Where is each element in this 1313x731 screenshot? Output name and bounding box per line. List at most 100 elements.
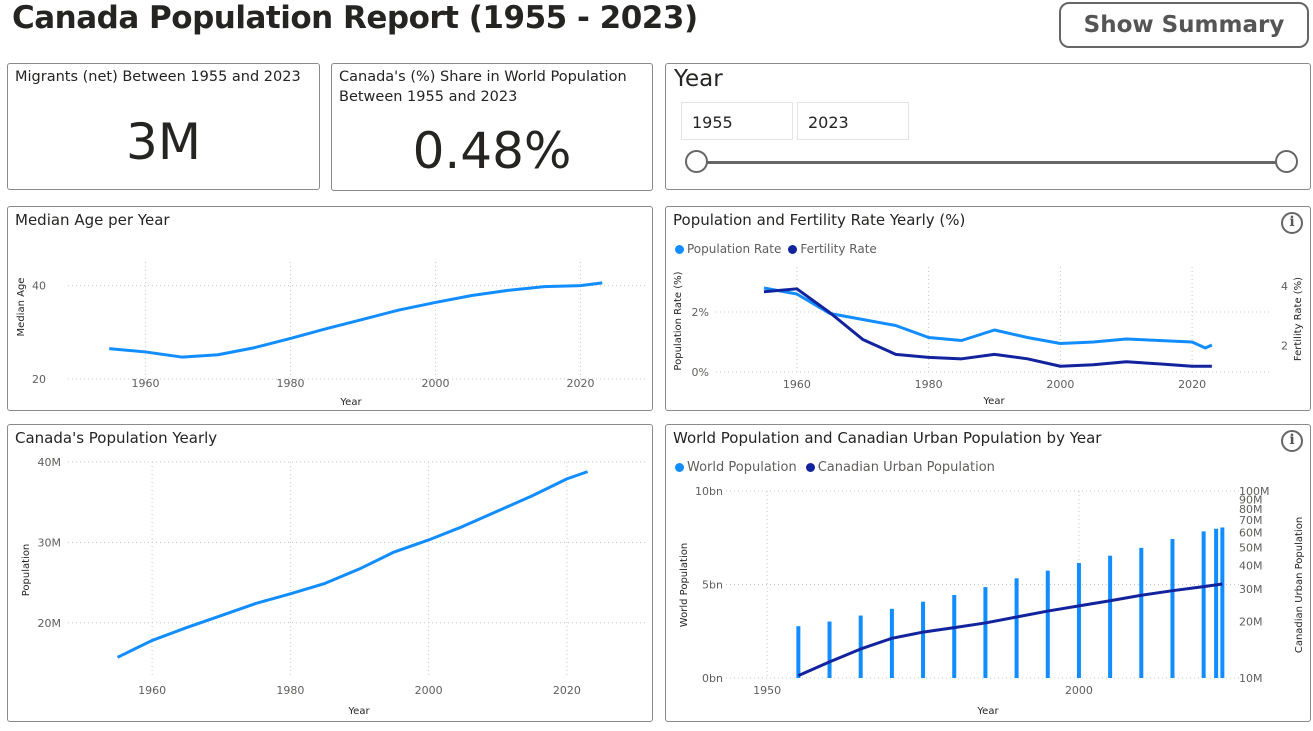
world-population-bar [1170,539,1175,678]
x-tick-label: 1980 [276,684,304,697]
show-summary-button[interactable]: Show Summary [1059,2,1309,48]
x-tick-label: 1950 [753,684,781,697]
slider-track[interactable] [697,161,1287,164]
x-axis-title: Year [347,706,370,717]
chart-canada-population: Canada's Population Yearly 1960 1980 2000 2… [7,424,653,722]
page-title: Canada Population Report (1955 - 2023) [12,0,698,36]
x-tick-label: 1960 [132,377,160,390]
world-population-bar [1220,527,1225,678]
x-tick-label: 2000 [1065,684,1093,697]
y-tick-label: 2% [692,306,709,319]
world-population-bar [858,615,863,678]
legend-label-population-rate[interactable]: Population Rate [687,242,782,256]
x-tick-label: 1980 [915,378,943,391]
x-tick-label: 2020 [1178,378,1206,391]
chart-title: World Population and Canadian Urban Popu… [673,429,1102,447]
fertility-rate-line [763,287,1212,368]
kpi-card-share: Canada's (%) Share in World Population B… [331,63,653,191]
y2-tick-label: 70M [1239,514,1263,527]
x-tick-label: 2020 [553,684,581,697]
kpi-migrants-value: 3M [126,113,201,171]
kpi-migrants-label: Migrants (net) Between 1955 and 2023 [15,69,301,85]
x-axis-title: Year [976,706,999,717]
y-axis-title: World Population [679,543,690,627]
median-age-line [109,281,603,359]
y-tick-label: 30M [38,536,62,549]
info-icon[interactable]: i [1281,212,1303,234]
legend: Population Rate Fertility Rate [675,242,877,256]
y-tick-label: 40M [38,456,62,469]
y2-tick-label: 10M [1239,672,1263,685]
world-population-bar [1045,570,1050,678]
slicer-end-input[interactable]: 2023 [797,102,909,140]
legend-dot-world-population [675,463,684,472]
legend-label-fertility-rate[interactable]: Fertility Rate [800,242,877,256]
y2-axis-title: Fertility Rate (%) [1293,277,1304,361]
world-population-bar [983,587,988,678]
kpi-card-migrants: Migrants (net) Between 1955 and 2023 3M [7,63,320,190]
urban-population-line [797,582,1223,677]
world-urban-plot: 1950 2000 0bn 5bn 10bn 10M 20M 30M 40M 50M 60M70M8… [679,485,1305,717]
world-population-bar [1201,531,1206,678]
world-population-bar [1076,562,1081,678]
slider-handle-end[interactable] [1275,150,1298,173]
x-axis-title: Year [339,397,362,408]
legend-label-urban-population[interactable]: Canadian Urban Population [817,460,995,475]
y-tick-label: 40 [32,280,46,293]
legend-dot-urban-population [805,463,815,472]
x-tick-label: 1960 [138,684,166,697]
kpi-share-value: 0.48% [412,122,572,180]
y2-tick-label: 80M [1239,503,1263,516]
legend-label-world-population[interactable]: World Population [687,460,797,475]
y2-tick-label: 100M [1239,485,1270,498]
y-tick-label: 20M [38,617,62,630]
y-tick-label: 5bn [702,579,723,592]
y2-tick-label: 2 [1281,339,1288,352]
y-axis-title: Median Age [16,278,27,337]
y-tick-label: 0bn [702,672,723,685]
x-axis-title: Year [982,396,1005,407]
legend-dot-fertility-rate [788,244,798,254]
world-population-bar [1014,578,1019,678]
chart-title: Population and Fertility Rate Yearly (%) [673,211,966,229]
world-population-bar [1108,555,1113,678]
chart-median-age: Median Age per Year 1960 1980 2000 2020 20 40… [7,206,653,411]
pop-fertility-plot: 1960 1980 2000 2020 0% 2% 2 4 Year Population Rat… [673,267,1304,407]
y2-tick-label: 20M [1239,616,1263,629]
y2-tick-label: 4 [1281,280,1288,293]
chart-world-urban: World Population and Canadian Urban Popu… [665,424,1311,722]
slider-handle-start[interactable] [685,150,708,173]
y2-tick-label: 30M [1239,583,1263,596]
world-population-bar [1139,547,1144,678]
world-population-bar [952,594,957,678]
world-population-bar [1214,528,1219,678]
y2-tick-label: 90M [1239,494,1263,507]
world-population-bar [796,626,801,678]
kpi-share-label-line2: Between 1955 and 2023 [339,89,518,105]
x-tick-label: 2000 [415,684,443,697]
population-rate-line [763,286,1213,350]
legend: World Population Canadian Urban Populati… [675,460,995,475]
slicer-start-input[interactable]: 1955 [681,102,793,140]
world-population-bar [921,601,926,678]
y-axis-title: Population [21,544,32,597]
slicer-title: Year [674,66,723,92]
x-tick-label: 2020 [567,377,595,390]
y2-tick-label: 40M [1239,559,1263,572]
y-tick-label: 0% [692,366,709,379]
population-line [116,470,589,659]
chart-title: Median Age per Year [15,211,170,229]
legend-dot-population-rate [675,244,684,254]
y2-tick-label: 60M [1239,526,1263,539]
canada-population-plot: 1960 1980 2000 2020 20M 30M 40M Year Population [21,456,648,717]
y-tick-label: 20 [32,373,46,386]
kpi-share-label-line1: Canada's (%) Share in World Population [339,69,627,85]
y-axis-title: Population Rate (%) [673,271,684,370]
world-population-bar [889,608,894,678]
info-icon[interactable]: i [1281,430,1303,452]
x-tick-label: 1960 [783,378,811,391]
world-population-bar [827,621,832,678]
x-tick-label: 1980 [277,377,305,390]
y2-tick-label: 50M [1239,541,1263,554]
